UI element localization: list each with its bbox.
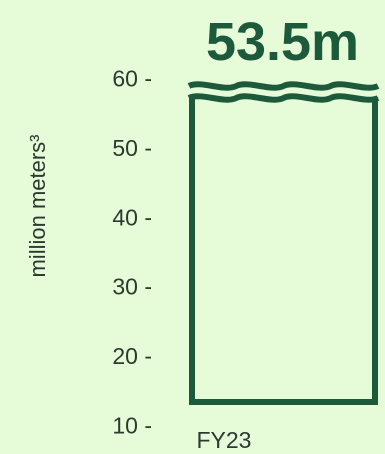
y-tick-label-60: 60 -: [112, 66, 152, 92]
bar-FY23: [189, 97, 378, 405]
y-tick-label-10: 10 -: [112, 412, 152, 438]
y-axis-ticks: 10 - 20 - 30 - 40 - 50 - 60 -: [112, 66, 152, 439]
bars: [189, 97, 378, 405]
x-tick-label-FY23: FY23: [197, 427, 252, 453]
x-axis-labels: FY23: [197, 427, 252, 453]
axis-break: [187, 81, 380, 103]
y-tick-label-20: 20 -: [112, 343, 152, 369]
value-labels: 53.5m: [206, 12, 359, 72]
bar-value-label: 53.5m: [206, 12, 359, 72]
y-axis-label: million meters³: [25, 134, 50, 277]
y-tick-label-50: 50 -: [112, 135, 152, 161]
axis-break-wave-1: [187, 81, 380, 91]
y-tick-label-30: 30 -: [112, 274, 152, 300]
axis-break-wave-2: [187, 93, 380, 103]
y-tick-label-40: 40 -: [112, 204, 152, 230]
